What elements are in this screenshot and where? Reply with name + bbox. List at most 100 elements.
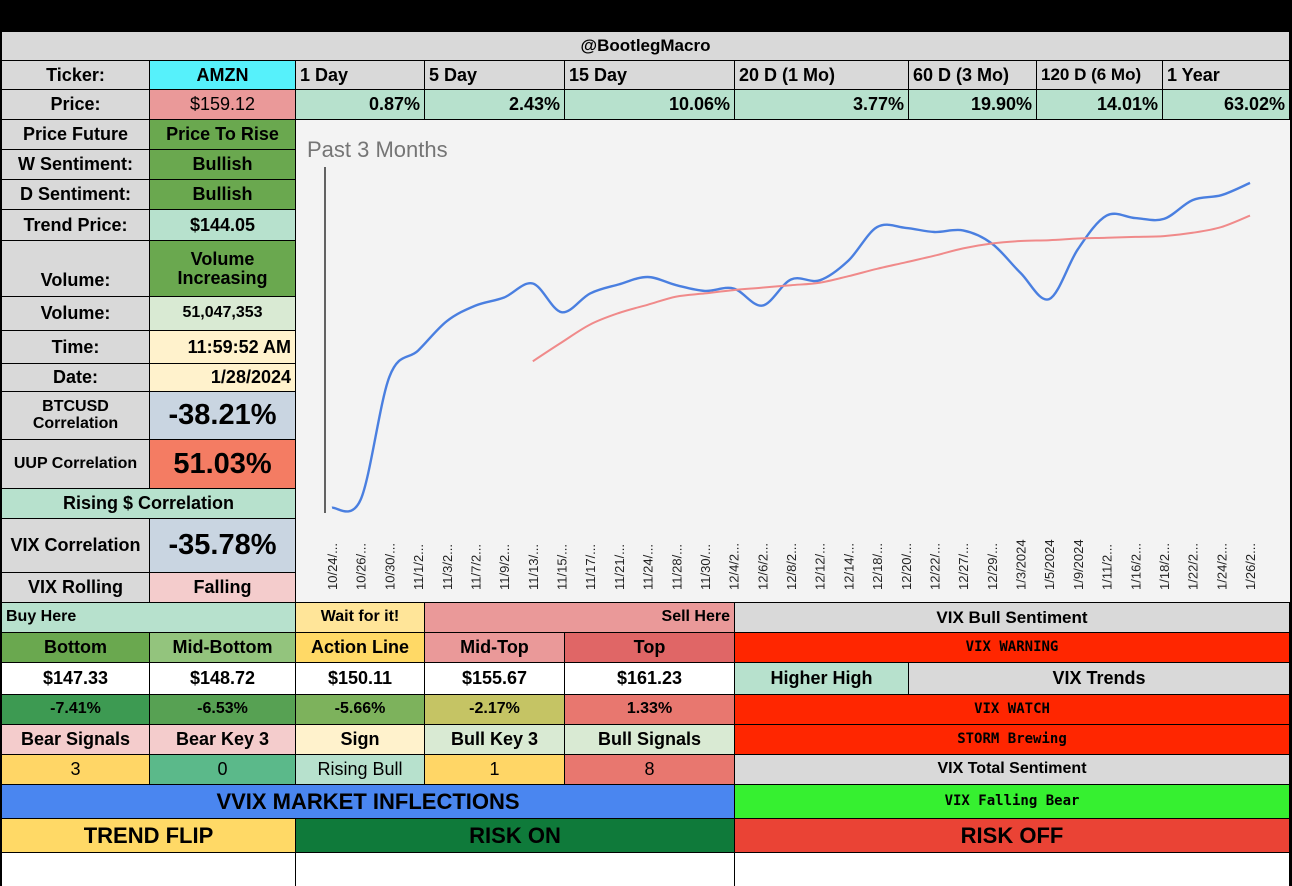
btc-correlation-label: BTCUSD Correlation <box>2 392 150 440</box>
zone-bottom-price: $147.33 <box>2 663 150 695</box>
period-15-day: 15 Day <box>565 61 735 90</box>
time-label: Time: <box>2 331 150 364</box>
vix-bull-sentiment: VIX Bull Sentiment <box>735 603 1290 633</box>
x-tick-label: 12/27/... <box>956 543 971 590</box>
trend-price-value: $144.05 <box>150 210 296 241</box>
vix-warning: VIX WARNING <box>735 633 1290 663</box>
x-tick-label: 11/24/... <box>641 544 656 590</box>
zone-top-pct: 1.33% <box>565 695 735 725</box>
zone-bottom-pct: -7.41% <box>2 695 150 725</box>
volume-trend-label: Volume: <box>2 241 150 297</box>
period-5-day: 5 Day <box>425 61 565 90</box>
period-1-day: 1 Day <box>296 61 425 90</box>
price-value: $159.12 <box>150 90 296 120</box>
bear-signals-header: Bear Signals <box>2 725 150 755</box>
x-tick-label: 12/18/... <box>870 543 885 590</box>
zone-mid-top-price: $155.67 <box>425 663 565 695</box>
x-tick-label: 12/22/... <box>927 543 942 590</box>
vix-correlation-label: VIX Correlation <box>2 519 150 573</box>
x-tick-label: 10/24/... <box>325 543 340 590</box>
bear-key-3-header: Bear Key 3 <box>150 725 296 755</box>
price-future-label: Price Future <box>2 120 150 150</box>
risk-on-cell[interactable] <box>296 853 735 886</box>
zone-action-line-header: Action Line <box>296 633 425 663</box>
zone-action-line-price: $150.11 <box>296 663 425 695</box>
zone-bottom-header: Bottom <box>2 633 150 663</box>
x-tick-label: 11/28/... <box>669 544 684 590</box>
x-tick-label: 12/14/... <box>841 543 856 590</box>
volume-trend-value: Volume Increasing <box>150 241 296 297</box>
zone-action-line-pct: -5.66% <box>296 695 425 725</box>
series-line-price <box>331 181 1251 513</box>
chart-title: Past 3 Months <box>307 137 448 162</box>
change-20-day: 3.77% <box>735 90 909 120</box>
bull-key-3-header: Bull Key 3 <box>425 725 565 755</box>
x-tick-label: 12/20/... <box>899 543 914 590</box>
w-sentiment-value: Bullish <box>150 150 296 180</box>
price-chart: Past 3 Months 10/24/... 10/26/... 10/30/..… <box>307 137 1258 590</box>
period-120-day: 120 D (6 Mo) <box>1037 61 1163 90</box>
x-tick-label: 1/9/2024 <box>1071 539 1086 590</box>
change-60-day: 19.90% <box>909 90 1037 120</box>
series-line-trend <box>532 214 1251 363</box>
ticker-label: Ticker: <box>2 61 150 90</box>
x-tick-label: 11/13/... <box>526 544 541 590</box>
change-1-year: 63.02% <box>1163 90 1290 120</box>
zone-mid-bottom-pct: -6.53% <box>150 695 296 725</box>
x-tick-label: 11/9/2... <box>497 544 512 590</box>
x-tick-label: 1/3/2024 <box>1014 539 1029 590</box>
period-1-year: 1 Year <box>1163 61 1290 90</box>
price-future-value: Price To Rise <box>150 120 296 150</box>
risk-off-label: RISK OFF <box>735 819 1290 853</box>
bull-key-3-value: 1 <box>425 755 565 785</box>
header-handle: @BootlegMacro <box>2 32 1290 61</box>
x-tick-label: 11/30/... <box>698 544 713 590</box>
change-120-day: 14.01% <box>1037 90 1163 120</box>
zone-top-price: $161.23 <box>565 663 735 695</box>
x-tick-label: 11/1/2... <box>411 544 426 590</box>
time-value: 11:59:52 AM <box>150 331 296 364</box>
bear-key-3-value: 0 <box>150 755 296 785</box>
x-tick-label: 11/17/... <box>583 544 598 590</box>
zone-mid-bottom-price: $148.72 <box>150 663 296 695</box>
x-tick-label: 1/18/2... <box>1157 543 1172 590</box>
sign-value: Rising Bull <box>296 755 425 785</box>
vix-total-sentiment: VIX Total Sentiment <box>735 755 1290 785</box>
x-tick-label: 12/29/... <box>985 543 1000 590</box>
trend-flip-label: TREND FLIP <box>2 819 296 853</box>
uup-correlation-value: 51.03% <box>150 440 296 489</box>
sign-header: Sign <box>296 725 425 755</box>
w-sentiment-label: W Sentiment: <box>2 150 150 180</box>
vix-higher-high: Higher High <box>735 663 909 695</box>
x-tick-label: 12/12/... <box>813 543 828 590</box>
zone-mid-top-header: Mid-Top <box>425 633 565 663</box>
x-tick-label: 11/3/2... <box>440 544 455 590</box>
top-toolbar-strip <box>0 0 1292 32</box>
trend-flip-cell[interactable] <box>2 853 296 886</box>
bear-signals-value: 3 <box>2 755 150 785</box>
x-tick-label: 1/11/2... <box>1100 544 1115 590</box>
volume-label: Volume: <box>2 297 150 331</box>
x-tick-label: 1/22/2... <box>1186 543 1201 590</box>
x-tick-label: 12/6/2... <box>755 543 770 590</box>
x-tick-label: 11/7/2... <box>468 544 483 590</box>
x-tick-label: 10/30/... <box>382 543 397 590</box>
sell-here-label: Sell Here <box>425 603 735 633</box>
d-sentiment-label: D Sentiment: <box>2 180 150 210</box>
volume-value: 51,047,353 <box>150 297 296 331</box>
change-15-day: 10.06% <box>565 90 735 120</box>
vix-correlation-value: -35.78% <box>150 519 296 573</box>
wait-label: Wait for it! <box>296 603 425 633</box>
chart-panel: Past 3 Months 10/24/... 10/26/... 10/30/..… <box>296 120 1290 603</box>
vix-rolling-value: Falling <box>150 573 296 603</box>
risk-off-cell[interactable] <box>735 853 1290 886</box>
x-tick-label: 12/8/2... <box>784 543 799 590</box>
x-tick-label: 1/24/2... <box>1214 543 1229 590</box>
bull-signals-header: Bull Signals <box>565 725 735 755</box>
zone-mid-top-pct: -2.17% <box>425 695 565 725</box>
x-tick-label: 1/5/2024 <box>1042 539 1057 590</box>
x-tick-label: 10/26/... <box>354 543 369 590</box>
vix-falling-bear: VIX Falling Bear <box>735 785 1290 819</box>
ticker-value[interactable]: AMZN <box>150 61 296 90</box>
